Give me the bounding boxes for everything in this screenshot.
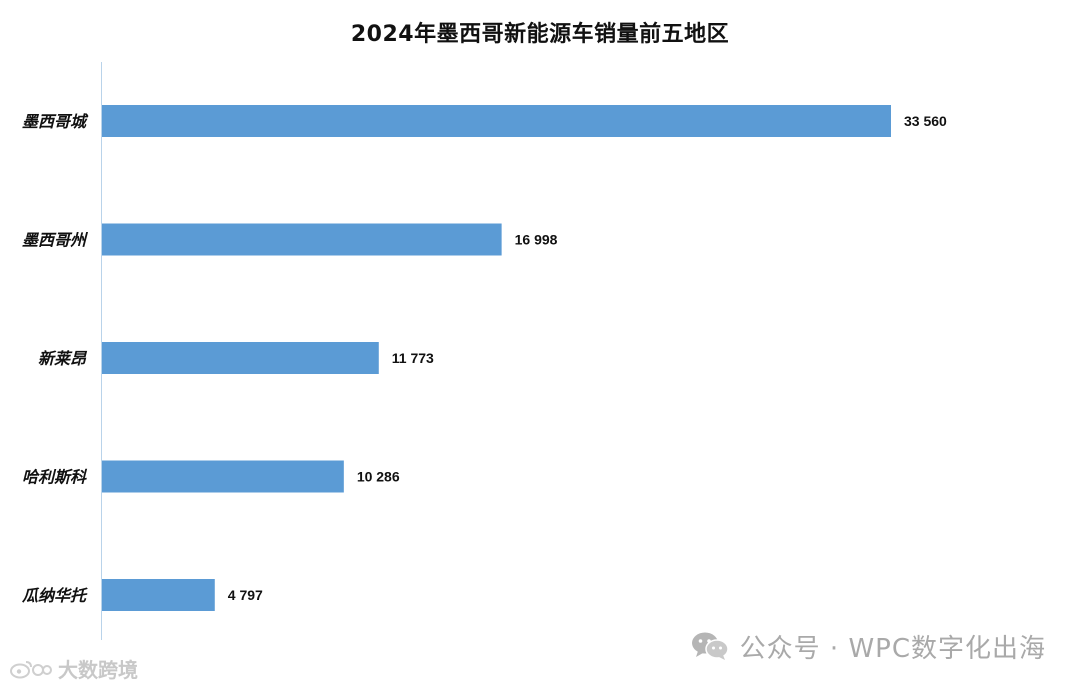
- bar-value-label: 11 773: [392, 350, 434, 366]
- weibo-watermark: 大数跨境: [8, 654, 138, 685]
- weibo-icon: [8, 658, 52, 685]
- category-label: 墨西哥城: [22, 112, 89, 131]
- bar-value-label: 33 560: [904, 113, 947, 129]
- chart-title: 2024年墨西哥新能源车销量前五地区: [350, 22, 730, 47]
- category-label: 哈利斯科: [22, 468, 88, 487]
- bar: [102, 579, 215, 611]
- bar-value-label: 4 797: [228, 587, 263, 603]
- bar: [102, 223, 502, 256]
- weibo-watermark-text: 大数跨境: [58, 658, 138, 682]
- category-label: 墨西哥州: [22, 231, 89, 250]
- bar: [102, 105, 891, 137]
- bar-value-label: 16 998: [515, 232, 558, 248]
- bar: [102, 342, 379, 374]
- wechat-icon: [690, 631, 730, 668]
- category-label: 新莱昂: [38, 349, 88, 368]
- bar: [102, 460, 344, 493]
- bar-value-label: 10 286: [357, 469, 400, 485]
- wechat-watermark-text: 公众号 · WPC数字化出海: [739, 634, 1046, 664]
- category-label: 瓜纳华托: [21, 586, 88, 605]
- wechat-watermark: 公众号 · WPC数字化出海: [690, 628, 1046, 668]
